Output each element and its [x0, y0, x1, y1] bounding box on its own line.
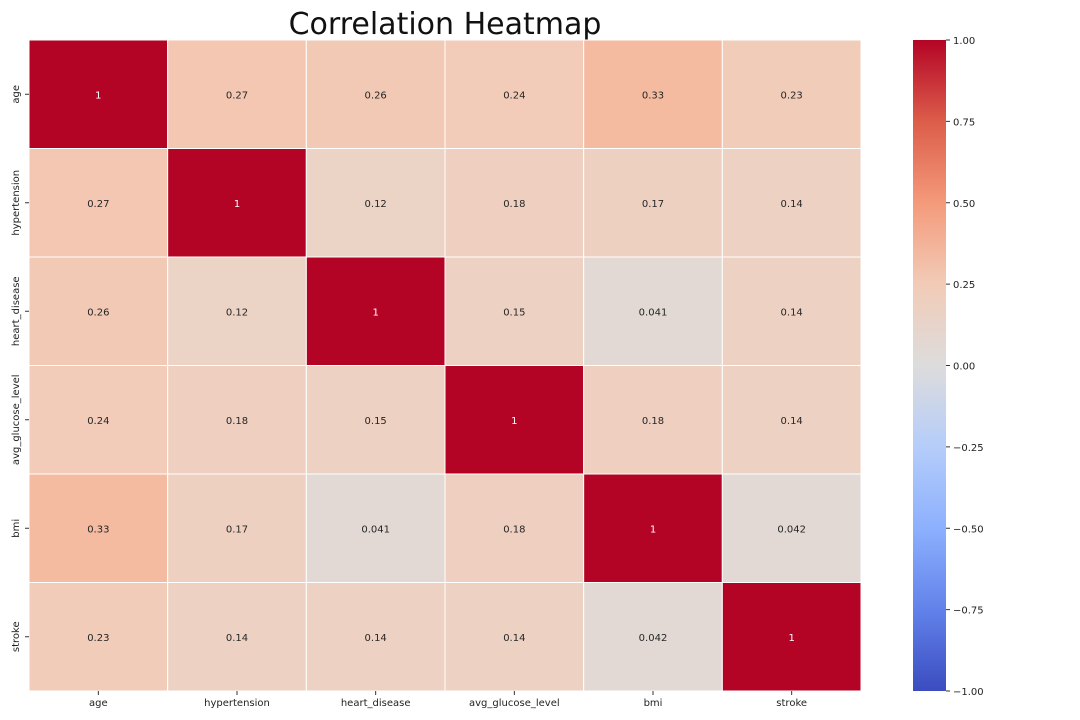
heatmap-cell [583, 365, 723, 475]
cell-value-label: 0.26 [365, 90, 387, 101]
colorbar-tick-label: 0.00 [953, 362, 975, 373]
heatmap-cell [305, 39, 446, 149]
colorbar-tick-label: −0.50 [953, 524, 984, 535]
cell-value-label: 0.24 [87, 416, 109, 427]
heatmap-cell [721, 582, 862, 692]
colorbar-tick-label: 0.50 [953, 199, 975, 210]
y-axis-ticks: age hypertension heart_disease avg_glucose_… [11, 85, 29, 652]
cell-value-label: 0.12 [365, 199, 387, 210]
colorbar-tick-label: −1.00 [953, 687, 984, 698]
heatmap-cell [721, 256, 862, 366]
heatmap-cell [583, 582, 723, 692]
heatmap-cell [167, 256, 307, 366]
cell-value-label: 1 [234, 199, 240, 210]
cell-value-label: 0.18 [642, 416, 664, 427]
cell-value-label: 0.14 [503, 633, 525, 644]
heatmap-cell [721, 473, 862, 583]
cell-value-label: 0.18 [503, 524, 525, 535]
y-tick-label: heart_disease [11, 276, 22, 346]
x-tick-label: avg_glucose_level [469, 698, 560, 709]
heatmap-cell [444, 473, 585, 583]
heatmap-cell [721, 148, 862, 258]
heatmap-cell [167, 148, 307, 258]
cell-value-label: 0.14 [781, 307, 803, 318]
cell-value-label: 1 [511, 416, 517, 427]
heatmap-cell [444, 256, 585, 366]
heatmap-cell [721, 365, 862, 475]
colorbar-tick-label: −0.75 [953, 606, 984, 617]
cell-value-label: 0.14 [226, 633, 248, 644]
cell-value-label: 0.15 [503, 307, 525, 318]
x-tick-label: heart_disease [341, 698, 411, 709]
heatmap-cell [28, 256, 169, 366]
cell-value-label: 0.18 [503, 199, 525, 210]
cell-value-label: 0.042 [777, 524, 806, 535]
cell-value-label: 0.17 [226, 524, 248, 535]
cell-value-label: 0.041 [361, 524, 390, 535]
heatmap-cell [583, 39, 723, 149]
colorbar-tick-label: 1.00 [953, 36, 975, 47]
cell-value-label: 0.33 [87, 524, 109, 535]
heatmap-cell [305, 365, 446, 475]
cell-value-label: 0.26 [87, 307, 109, 318]
cell-value-label: 0.12 [226, 307, 248, 318]
colorbar-tick-label: −0.25 [953, 443, 984, 454]
x-tick-label: bmi [644, 698, 663, 709]
heatmap-cell [721, 39, 862, 149]
cell-value-label: 1 [650, 524, 656, 535]
y-tick-label: age [11, 85, 22, 104]
cell-value-label: 0.27 [226, 90, 248, 101]
colorbar [913, 40, 946, 691]
cell-value-label: 0.14 [781, 199, 803, 210]
heatmap-cell [167, 39, 307, 149]
heatmap-cell [28, 582, 169, 692]
cell-value-label: 0.17 [642, 199, 664, 210]
heatmap-cell [28, 365, 169, 475]
x-tick-label: age [89, 698, 108, 709]
chart-title: Correlation Heatmap [289, 7, 602, 42]
heatmap-cell [583, 256, 723, 366]
heatmap-annotations: 1 0.27 0.26 0.24 0.33 0.23 0.27 1 0.12 0.18 0.17 0.… [87, 90, 806, 644]
cell-value-label: 1 [372, 307, 378, 318]
cell-value-label: 0.14 [781, 416, 803, 427]
cell-value-label: 0.14 [365, 633, 387, 644]
cell-value-label: 0.33 [642, 90, 664, 101]
cell-value-label: 0.24 [503, 90, 525, 101]
cell-value-label: 0.041 [639, 307, 668, 318]
x-tick-label: stroke [776, 698, 807, 709]
colorbar-tick-label: 0.25 [953, 280, 975, 291]
cell-value-label: 0.27 [87, 199, 109, 210]
y-tick-label: hypertension [11, 170, 22, 236]
heatmap-cell [28, 39, 169, 149]
cell-value-label: 1 [788, 633, 794, 644]
colorbar-tick-label: 0.75 [953, 117, 975, 128]
heatmap-cell [444, 148, 585, 258]
x-axis-ticks: age hypertension heart_disease avg_glucose_… [89, 691, 807, 709]
heatmap-cell [305, 256, 446, 366]
heatmap-cell [444, 39, 585, 149]
cell-value-label: 1 [95, 90, 101, 101]
heatmap-cell [167, 365, 307, 475]
heatmap-cell [28, 473, 169, 583]
cell-value-label: 0.23 [87, 633, 109, 644]
cell-value-label: 0.23 [781, 90, 803, 101]
heatmap-cell [583, 473, 723, 583]
y-tick-label: avg_glucose_level [11, 374, 22, 465]
y-tick-label: stroke [11, 621, 22, 652]
cell-value-label: 0.042 [639, 633, 668, 644]
heatmap-cell [305, 473, 446, 583]
colorbar-ticks: 1.00 0.75 0.50 0.25 0.00 −0.25 −0.50 −0.75 −1.00 [946, 36, 984, 698]
y-tick-label: bmi [11, 519, 22, 538]
x-tick-label: hypertension [204, 698, 270, 709]
cell-value-label: 0.18 [226, 416, 248, 427]
cell-value-label: 0.15 [365, 416, 387, 427]
heatmap-cells [28, 39, 862, 692]
heatmap-cell [444, 365, 585, 475]
